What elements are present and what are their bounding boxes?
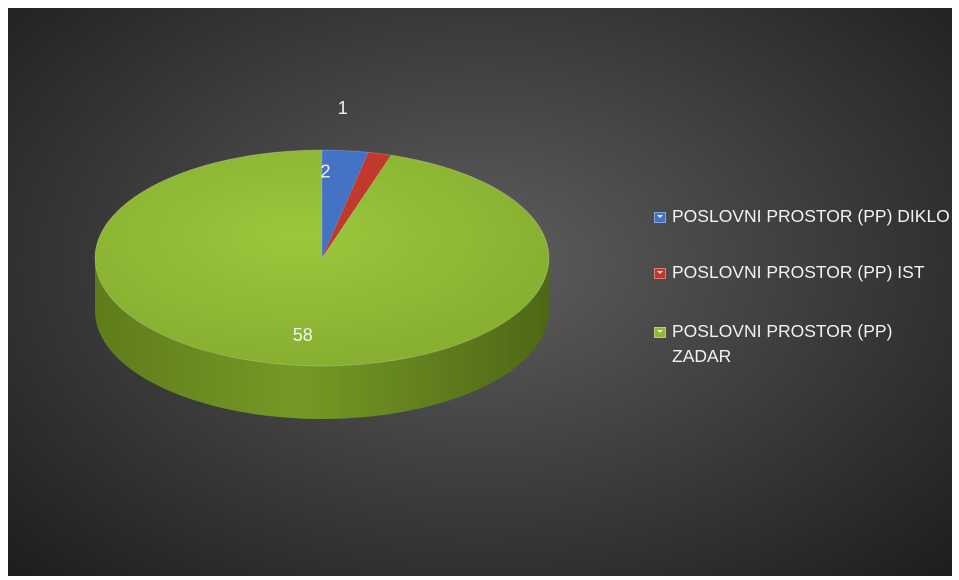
legend-item-ist: POSLOVNI PROSTOR (PP) IST [654, 260, 954, 285]
pie-slice-zadar [94, 149, 550, 367]
legend-label-ist: POSLOVNI PROSTOR (PP) IST [672, 262, 925, 282]
legend-item-diklo: POSLOVNI PROSTOR (PP) DIKLO [654, 204, 954, 229]
legend-label-zadar: POSLOVNI PROSTOR (PP) ZADAR [672, 321, 893, 366]
legend: POSLOVNI PROSTOR (PP) DIKLO POSLOVNI PRO… [654, 204, 954, 400]
legend-label-diklo: POSLOVNI PROSTOR (PP) DIKLO [672, 206, 950, 226]
legend-item-zadar: POSLOVNI PROSTOR (PP) ZADAR [654, 319, 954, 369]
pie-slice-diklo [321, 149, 369, 259]
pie-chart: 2 1 58 [94, 98, 550, 419]
data-label-ist: 1 [338, 98, 348, 118]
chart-area: 2 1 58 POSLOVNI PROSTOR (PP) DIKLO POSLOVN… [8, 8, 952, 576]
data-label-zadar: 58 [293, 325, 313, 345]
legend-swatch-diklo [654, 212, 666, 223]
legend-swatch-ist [654, 268, 666, 279]
pie-rim [94, 149, 550, 367]
pie-slice-ist [321, 151, 392, 259]
pie-side-zadar [95, 258, 549, 419]
data-label-diklo: 2 [321, 161, 331, 181]
legend-swatch-zadar [654, 327, 666, 338]
